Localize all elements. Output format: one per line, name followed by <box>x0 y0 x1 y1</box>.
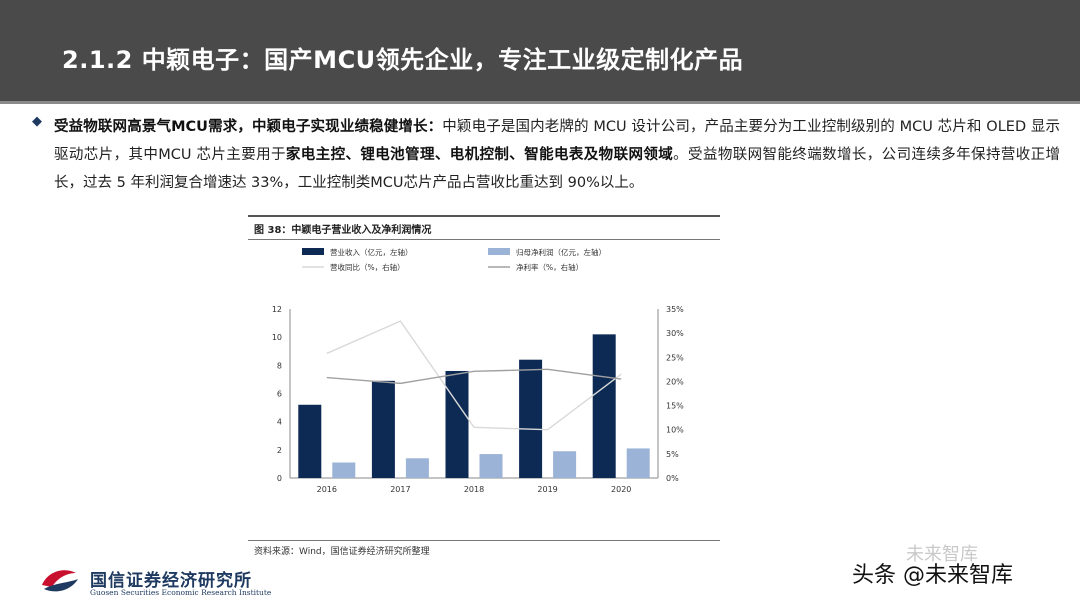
net-profit-bar <box>405 458 429 478</box>
net-profit-bar <box>332 462 356 478</box>
watermark: 头条 @未来智库 <box>852 563 1013 588</box>
chart-bars <box>298 334 650 478</box>
left-axis-tick-label: 2 <box>277 446 282 455</box>
figure-title-divider <box>248 239 720 240</box>
left-axis-tick-label: 0 <box>277 474 282 483</box>
right-axis-tick-label: 5% <box>666 450 679 459</box>
figure-panel: 图 38：中颖电子营业收入及净利润情况 营业收入（亿元，左轴） 归母净利润（亿元，… <box>248 215 720 557</box>
figure-title: 图 38：中颖电子营业收入及净利润情况 <box>254 225 432 236</box>
x-axis-tick-label: 2016 <box>317 485 337 494</box>
summary-lead: 受益物联网高景气MCU需求，中颖电子实现业绩稳健增长： <box>54 119 443 135</box>
guosen-logo-icon <box>42 570 78 592</box>
summary-body-bold: 家电主控、锂电池管理、电机控制、智能电表及物联网领域 <box>285 147 674 163</box>
net-profit-bar <box>626 448 650 478</box>
x-axis-tick-label: 2017 <box>390 485 410 494</box>
revenue-bar <box>519 359 543 478</box>
revenue-bar <box>592 334 616 478</box>
right-axis-tick-label: 30% <box>666 329 684 338</box>
net-margin-line <box>326 368 622 385</box>
left-axis-tick-label: 8 <box>277 361 282 370</box>
page-title: 2.1.2 中颖电子：国产MCU领先企业，专注工业级定制化产品 <box>62 46 744 74</box>
chart-lines <box>326 320 622 431</box>
chart-legend: 营业收入（亿元，左轴） 归母净利润（亿元，左轴） 营收同比（%，右轴） 净利率（%，右… <box>302 247 606 272</box>
right-axis-tick-label: 15% <box>666 402 684 411</box>
left-axis-tick-label: 6 <box>277 390 282 399</box>
diamond-bullet-icon: ◆ <box>32 114 42 129</box>
logo-chinese-name: 国信证券经济研究所 <box>90 571 252 591</box>
figure-source: 资料来源：Wind，国信证券经济研究所整理 <box>254 547 430 557</box>
left-axis-tick-label: 10 <box>272 333 282 342</box>
right-axis-tick-label: 35% <box>666 305 684 314</box>
legend-swatch <box>488 248 510 255</box>
left-axis-tick-label: 12 <box>272 305 282 314</box>
summary-text: 受益物联网高景气MCU需求，中颖电子实现业绩稳健增长：中颖电子是国内老牌的 MC… <box>54 113 1060 197</box>
left-axis-tick-label: 4 <box>277 418 282 427</box>
legend-label: 归母净利润（亿元，左轴） <box>516 247 606 257</box>
chart-axes: 0 2 4 6 8 10 12 0% 5% 10% 15% 20% 25% 30% 35% 2016 2017 2… <box>272 305 684 494</box>
legend-label: 营业收入（亿元，左轴） <box>330 247 413 257</box>
company-logo: 国信证券经济研究所 Guosen Securities Economic Res… <box>38 563 272 603</box>
revenue-bar <box>371 380 395 478</box>
faint-watermark: 未来智库 <box>906 544 978 565</box>
figure-bottom-divider <box>248 540 720 541</box>
legend-label: 净利率（%，右轴） <box>516 262 583 272</box>
right-axis-tick-label: 25% <box>666 353 684 362</box>
revenue-yoy-line <box>326 320 622 431</box>
net-profit-bar <box>479 454 503 478</box>
x-axis-tick-label: 2020 <box>611 485 631 494</box>
header-bar: 2.1.2 中颖电子：国产MCU领先企业，专注工业级定制化产品 <box>0 0 1080 104</box>
x-axis-tick-label: 2018 <box>464 485 484 494</box>
x-axis-tick-label: 2019 <box>537 485 557 494</box>
revenue-profit-chart: 营业收入（亿元，左轴） 归母净利润（亿元，左轴） 营收同比（%，右轴） 净利率（%，右… <box>272 247 684 494</box>
figure-top-divider <box>248 215 720 217</box>
legend-label: 营收同比（%，右轴） <box>330 262 405 272</box>
revenue-bar <box>298 404 322 478</box>
summary-body-2: 。受益物联网智能终端数增长，公司连续多年保持营收正增长，过去 5 年利润复合增速… <box>54 147 1061 191</box>
right-axis-tick-label: 20% <box>666 377 684 386</box>
right-axis-tick-label: 10% <box>666 426 684 435</box>
revenue-bar <box>445 370 469 478</box>
legend-swatch <box>302 248 324 255</box>
summary-bullet: ◆ 受益物联网高景气MCU需求，中颖电子实现业绩稳健增长：中颖电子是国内老牌的 … <box>32 113 1060 197</box>
right-axis-tick-label: 0% <box>666 474 679 483</box>
net-profit-bar <box>553 451 577 478</box>
summary-body-1: 中颖电子是国内老牌的 MCU 设计公司，产品主要分为工业控制级别的 MCU 芯片… <box>54 119 1061 163</box>
logo-english-name: Guosen Securities Economic Research Inst… <box>90 588 272 597</box>
